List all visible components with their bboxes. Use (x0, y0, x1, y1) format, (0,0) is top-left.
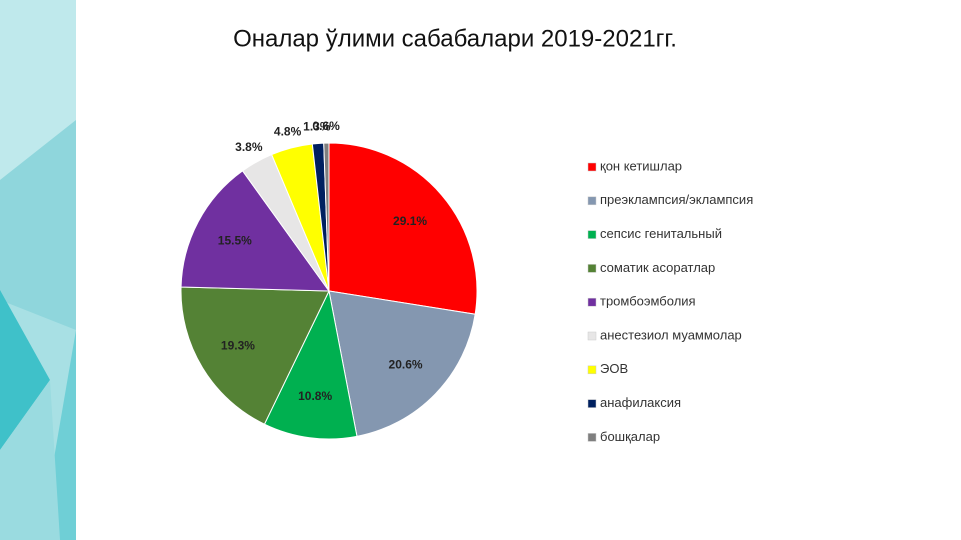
data-label: 4.8% (274, 124, 302, 138)
legend-swatch (587, 162, 597, 172)
legend-label: анафилаксия (600, 395, 681, 410)
data-label: 0.6% (312, 119, 340, 133)
data-label: 1.3% (303, 120, 331, 134)
legend-label: сепсис генитальный (600, 226, 722, 241)
legend-swatch (587, 365, 597, 375)
decoration (0, 0, 76, 540)
legend-label: тромбоэмболия (600, 294, 696, 309)
pie-slice (180, 170, 330, 292)
legend-label: бошқалар (600, 429, 660, 444)
legend-swatch (587, 297, 597, 307)
data-label: 20.6% (389, 357, 423, 371)
chart-title: Оналар ўлими сабабалари 2019-2021гг. (233, 25, 677, 52)
legend-swatch (587, 264, 597, 273)
data-label: 10.8% (298, 389, 332, 403)
pie-slice (323, 142, 330, 292)
pie-slice (263, 289, 358, 440)
legend-swatch (587, 196, 597, 206)
data-label: 29.1% (393, 214, 427, 228)
pie-slice (180, 286, 330, 425)
pie-slice (328, 290, 476, 437)
legend-label: анестезиол муаммолар (600, 327, 742, 342)
legend-label: преэклампсия/эклампсия (600, 192, 753, 207)
data-label: 19.3% (221, 339, 255, 353)
legend-swatch (587, 331, 597, 341)
data-label: 3.8% (235, 140, 263, 154)
legend-swatch (587, 433, 597, 442)
legend-label: ЭОВ (600, 361, 628, 376)
legend-label: соматик асоратлар (600, 260, 715, 275)
legend-label: қон кетишлар (600, 158, 682, 173)
legend-swatch (587, 399, 597, 408)
data-label: 15.5% (218, 233, 252, 247)
pie-slice (328, 142, 478, 315)
legend-swatch (587, 230, 597, 239)
